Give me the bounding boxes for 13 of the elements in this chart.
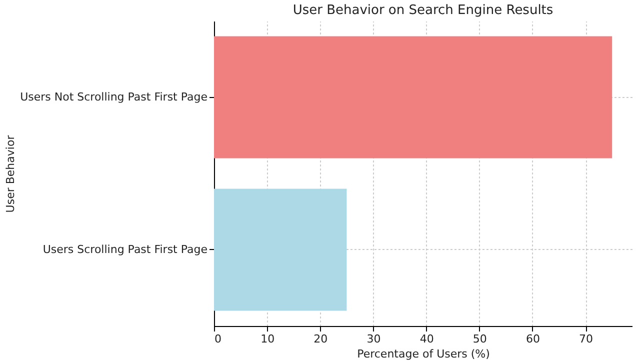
x-tick-label: 60: [526, 332, 540, 346]
y-tick-label: Users Scrolling Past First Page: [42, 242, 208, 256]
x-tick-label: 40: [420, 332, 434, 346]
y-tick-label: Users Not Scrolling Past First Page: [20, 90, 208, 104]
y-axis-title: User Behavior: [4, 134, 18, 213]
x-tick-label: 0: [214, 332, 222, 346]
x-tick-label: 20: [314, 332, 328, 346]
x-tick-label: 50: [472, 332, 487, 346]
x-tick-label: 70: [579, 332, 594, 346]
x-axis-title: Percentage of Users (%): [357, 348, 490, 360]
chart-title: User Behavior on Search Engine Results: [292, 3, 554, 18]
x-tick-label: 10: [260, 332, 275, 346]
x-tick-label: 30: [366, 332, 381, 346]
